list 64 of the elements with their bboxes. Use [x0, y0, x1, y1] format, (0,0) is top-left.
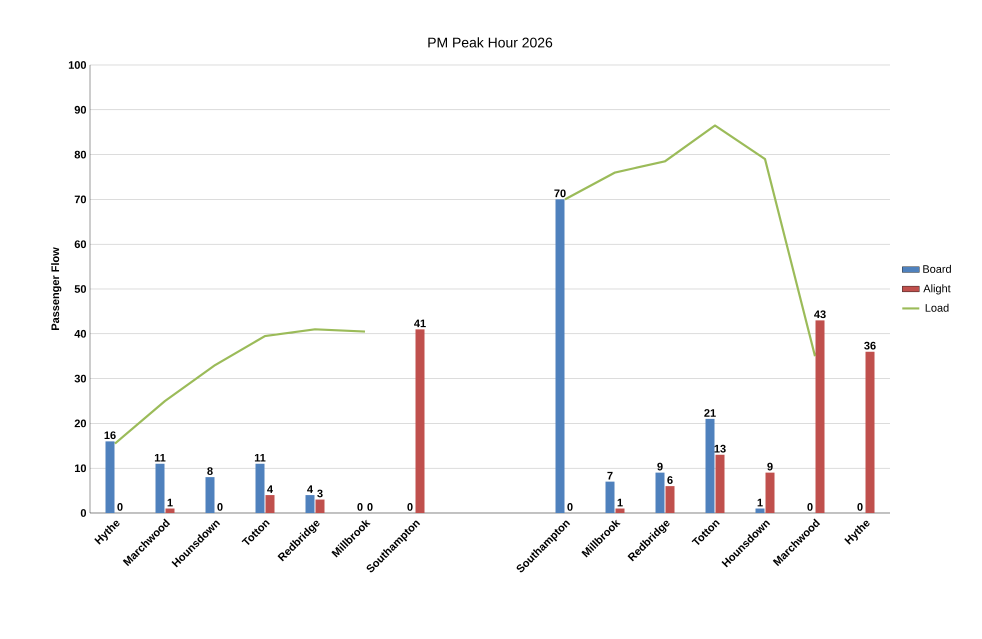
y-tick-label: 50 — [74, 285, 86, 293]
bar — [156, 464, 164, 513]
data-label: 21 — [704, 409, 716, 417]
bar — [716, 454, 725, 513]
data-label: 1 — [618, 498, 623, 506]
legend-label: Board — [923, 264, 951, 273]
data-label: 0 — [117, 503, 123, 511]
data-label: 11 — [254, 454, 266, 462]
data-label: 0 — [857, 503, 863, 511]
data-label: 1 — [758, 498, 763, 506]
y-tick-label: 30 — [74, 374, 86, 382]
data-label: 0 — [567, 503, 573, 511]
bar — [206, 477, 214, 513]
data-label: 41 — [414, 320, 426, 328]
bar — [816, 320, 825, 513]
bar — [866, 352, 875, 513]
data-label: 8 — [207, 467, 213, 475]
data-label: 4 — [307, 485, 313, 493]
data-label: 9 — [767, 462, 773, 470]
bar — [706, 418, 715, 513]
data-label: 36 — [864, 342, 876, 350]
chart-title: PM Peak Hour 2026 — [428, 37, 552, 48]
data-label: 0 — [807, 503, 813, 511]
bar — [616, 508, 625, 513]
y-tick-label: 40 — [74, 330, 86, 338]
bar — [306, 495, 314, 513]
data-label: 16 — [104, 431, 116, 440]
data-label: 3 — [317, 490, 323, 498]
data-label: 0 — [357, 503, 363, 511]
y-tick-label: 80 — [74, 150, 86, 158]
bar — [766, 472, 775, 513]
data-label: 0 — [407, 503, 413, 511]
data-label: 7 — [607, 472, 613, 480]
bar — [266, 495, 274, 513]
data-label: 9 — [657, 462, 663, 470]
y-tick-label: 10 — [74, 464, 86, 472]
legend-label: Load — [926, 304, 948, 312]
bar — [556, 199, 565, 513]
data-label: 13 — [714, 444, 726, 453]
data-label: 11 — [154, 454, 166, 462]
bar — [106, 441, 114, 513]
data-label: 6 — [667, 476, 673, 484]
legend-label: Alight — [923, 284, 951, 294]
y-tick-label: 60 — [74, 240, 86, 248]
data-label: 1 — [168, 498, 173, 506]
y-tick-label: 0 — [80, 509, 86, 517]
bar — [256, 464, 264, 513]
y-tick-label: 70 — [74, 196, 86, 204]
bar — [606, 482, 615, 513]
bar — [166, 508, 174, 513]
y-tick-label: 90 — [74, 106, 86, 114]
data-label: 43 — [814, 310, 826, 318]
bar — [656, 472, 665, 513]
bar — [666, 486, 675, 513]
data-label: 0 — [367, 503, 373, 511]
data-label: 0 — [217, 503, 223, 511]
data-label: 70 — [554, 189, 566, 198]
data-label: 4 — [267, 485, 273, 493]
y-tick-label: 20 — [74, 420, 86, 428]
y-tick-label: 100 — [68, 61, 86, 69]
bar — [316, 500, 324, 513]
bar — [756, 508, 765, 513]
bar — [416, 329, 425, 513]
y-axis-title: Passenger Flow — [51, 247, 62, 330]
